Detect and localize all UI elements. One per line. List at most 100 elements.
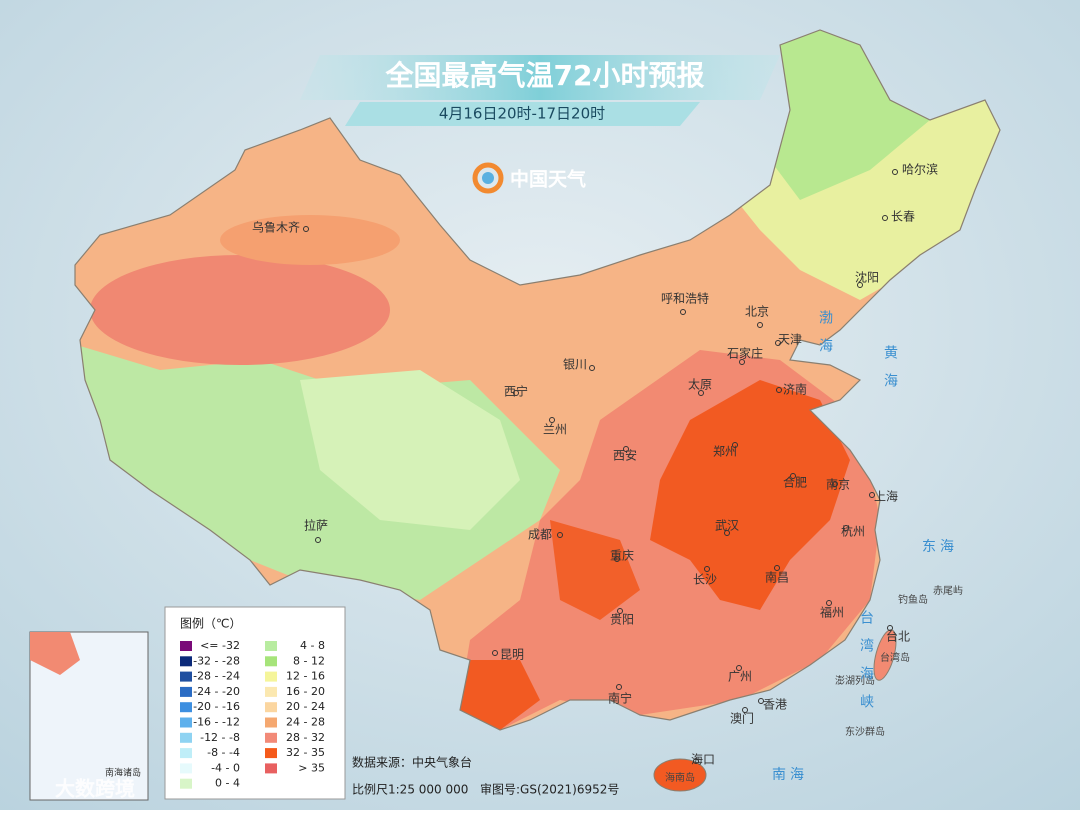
legend-swatch [180,778,192,789]
logo-icon [472,162,504,194]
legend-swatch [265,748,277,759]
legend-swatch [265,686,277,697]
city-dot [790,473,796,479]
sichuan-hot-field [550,520,640,620]
legend-swatch [265,702,277,713]
city-dot [693,758,699,764]
city-dot [616,684,622,690]
legend-swatch [180,748,192,759]
city-dot [492,650,498,656]
legend-label: -20 - -16 [193,700,240,713]
city-label: 上海 [874,489,898,504]
legend-swatch [180,641,192,651]
legend-label: -16 - -12 [193,716,240,729]
legend-label: 32 - 35 [286,746,325,759]
city-dot [775,340,781,346]
city-dot [857,282,863,288]
city-label: 成都 [528,528,552,542]
legend-title: 图例（℃） [180,617,241,631]
city-label: 银川 [563,358,587,372]
city-dot [882,215,888,221]
legend-swatch [265,671,277,682]
legend-label: <= -32 [200,639,240,652]
scale: 比例尺1:25 000 000 [352,783,468,797]
city-dot [736,665,742,671]
city-dot [892,169,898,175]
legend-label: -12 - -8 [200,731,240,744]
legend-swatch [265,717,277,728]
legend-swatch [180,702,192,713]
city-dot [843,525,849,531]
inset-label: 南海诸岛 [105,767,141,779]
legend-label: 4 - 8 [300,639,325,652]
city-dot [589,365,595,371]
city-label: 呼和浩特 [661,291,709,306]
subtitle-banner [345,102,700,126]
hainan-shape [653,758,707,792]
city-label: 台北 [886,629,910,644]
city-label: 香港 [763,698,787,712]
title: 全国最高气温72小时预报 [385,59,705,92]
city-label: 济南 [783,382,807,397]
legend-swatch [265,656,277,667]
city-dot [704,566,710,572]
legend-label: -8 - -4 [207,746,240,759]
city-label: 南宁 [608,691,632,706]
city-dot [758,698,764,704]
island-label: 赤尾屿 [933,585,963,597]
city-label: 北京 [745,305,769,319]
inset-land [30,632,80,675]
city-label: 昆明 [500,648,524,662]
city-label: 杭州 [841,524,865,539]
legend-label: > 35 [298,761,325,774]
city-dot [315,537,321,543]
legend-label: 16 - 20 [286,685,325,698]
city-dot [757,322,763,328]
source: 数据来源：中央气象台 [352,755,472,770]
city-dot [832,481,838,487]
city-dot [826,600,832,606]
legend-swatch [180,763,192,774]
legend-label: -32 - -28 [193,654,240,667]
legend-label: -4 - 0 [211,761,240,774]
city-dot [869,492,875,498]
city-dot [303,226,309,232]
logo-icon-core [482,172,494,184]
island-label: 东沙群岛 [845,725,885,738]
island-label: 钓鱼岛 [898,593,928,606]
legend-swatch [265,641,277,651]
city-dot [557,532,563,538]
legend-swatch [180,732,192,743]
city-dot [513,390,519,396]
legend-label: -24 - -20 [193,685,240,698]
city-label: 南京 [826,477,850,492]
city-label: 澳门 [730,711,754,726]
city-label: 重庆 [610,549,634,563]
city-dot [617,608,623,614]
basin-field [90,255,390,365]
city-label: 太原 [688,377,712,392]
title-banner [300,55,780,100]
city-label: 乌鲁木齐 [252,220,300,235]
legend-label: 12 - 16 [286,670,325,683]
legend-swatch [180,671,192,682]
city-dot [774,565,780,571]
city-dot [614,556,620,562]
city-label: 西宁 [504,384,528,399]
legend-swatch [180,656,192,667]
sea-label: 东海 [922,539,958,555]
city-label: 福州 [820,605,844,620]
sea-label: 南海 [772,767,808,783]
watermark: 大数跨境 [55,777,135,801]
city-label: 兰州 [543,423,567,437]
island-label: 澎湖列岛 [835,674,875,687]
city-label: 石家庄 [727,346,763,361]
city-dot [724,530,730,536]
logo-text: 中国天气 [510,168,586,191]
city-label: 南昌 [765,570,789,585]
legend-swatch [265,732,277,743]
yunnan-hot-field [460,660,540,730]
sea-label: 台湾海峡 [858,610,874,722]
